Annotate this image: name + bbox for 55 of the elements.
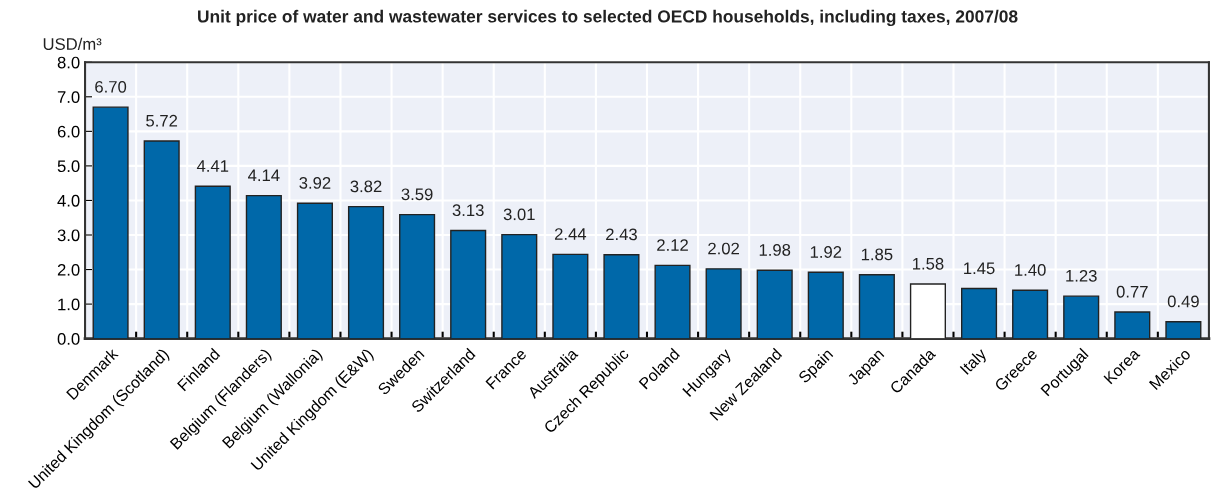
data-label: 6.70 xyxy=(95,80,127,93)
bar xyxy=(1114,311,1151,339)
data-label: 1.98 xyxy=(759,244,791,256)
bar xyxy=(296,202,333,339)
y-tick-label: 0.0 xyxy=(57,333,80,345)
data-label: 0.49 xyxy=(1167,295,1199,308)
bar xyxy=(1165,321,1202,339)
bar xyxy=(654,264,691,339)
bar xyxy=(705,268,742,339)
data-label: 2.12 xyxy=(657,239,688,251)
data-label: 1.40 xyxy=(1015,264,1046,276)
data-label: 3.59 xyxy=(401,188,433,201)
data-label: 1.58 xyxy=(913,257,944,270)
bar xyxy=(756,269,793,339)
bar xyxy=(1012,289,1049,339)
bar xyxy=(245,194,282,339)
chart-title: Unit price of water and wastewater services to selected OECD households, including taxes, 2007/08 xyxy=(198,9,1018,27)
data-label: 3.92 xyxy=(299,177,331,189)
data-label: 2.02 xyxy=(708,242,739,255)
data-label: 2.44 xyxy=(554,228,587,240)
y-tick-label: 3.0 xyxy=(57,229,80,242)
y-tick-label: 6.0 xyxy=(57,125,80,138)
data-label: 1.45 xyxy=(964,262,995,275)
data-label: 3.13 xyxy=(452,204,484,217)
data-label: 5.72 xyxy=(146,114,178,127)
data-label: 4.14 xyxy=(248,169,280,182)
y-tick-label: 8.0 xyxy=(57,56,80,69)
data-label: 2.43 xyxy=(606,228,637,241)
data-label: 1.23 xyxy=(1066,269,1097,282)
y-tick-label: 7.0 xyxy=(57,91,80,103)
data-label: 3.82 xyxy=(350,180,382,193)
bar xyxy=(92,106,129,339)
bar xyxy=(552,253,589,339)
bar xyxy=(399,213,436,339)
x-tick-label: Italy xyxy=(959,346,990,378)
y-axis-title: USD/m³ xyxy=(43,37,102,50)
data-label: 4.41 xyxy=(196,160,229,172)
y-tick-label: 1.0 xyxy=(58,298,80,311)
bar xyxy=(960,287,998,339)
y-tick-label: 5.0 xyxy=(57,160,80,173)
data-label: 1.92 xyxy=(810,246,842,258)
data-label: 1.85 xyxy=(861,248,893,261)
bar xyxy=(1063,295,1100,339)
bar xyxy=(194,185,231,339)
bar xyxy=(450,229,487,339)
y-tick-label: 4.0 xyxy=(57,194,80,207)
bar xyxy=(347,205,385,339)
y-tick-label: 2.0 xyxy=(57,263,80,276)
bar xyxy=(501,233,538,339)
bar xyxy=(807,271,844,339)
data-label: 0.77 xyxy=(1116,285,1148,298)
bar xyxy=(858,274,895,339)
bar xyxy=(603,253,640,339)
bar xyxy=(143,140,180,339)
data-label: 3.01 xyxy=(503,208,535,221)
